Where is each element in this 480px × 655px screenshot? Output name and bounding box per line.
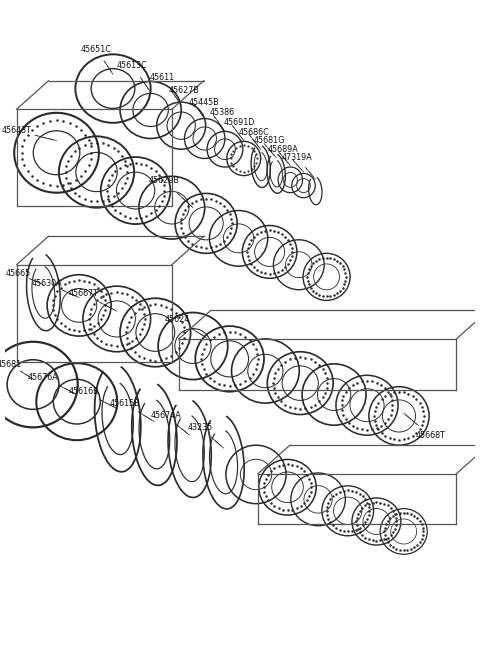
Text: 45668T: 45668T [416, 432, 445, 440]
Text: 45681: 45681 [0, 360, 22, 369]
Text: 45624: 45624 [165, 315, 190, 324]
Text: 45611: 45611 [150, 73, 175, 83]
Text: 47319A: 47319A [282, 153, 313, 162]
Text: 45691D: 45691D [223, 118, 255, 126]
Text: 45643T: 45643T [1, 126, 32, 135]
Text: 45665: 45665 [5, 269, 31, 278]
Text: 45616B: 45616B [69, 387, 99, 396]
Text: 45689A: 45689A [268, 145, 299, 154]
Text: 45630A: 45630A [32, 279, 62, 288]
Text: 45613C: 45613C [117, 60, 147, 69]
Text: 45676A: 45676A [28, 373, 59, 382]
Text: 45627B: 45627B [169, 86, 200, 95]
Text: 45686C: 45686C [239, 128, 269, 137]
Text: 43235: 43235 [187, 423, 213, 432]
Text: 45681G: 45681G [253, 136, 285, 145]
Text: 45651C: 45651C [81, 45, 112, 54]
Text: 45629B: 45629B [148, 176, 179, 185]
Text: 45674A: 45674A [150, 411, 181, 421]
Text: 45386: 45386 [210, 107, 235, 117]
Text: 45615B: 45615B [109, 400, 140, 408]
Text: 45667T: 45667T [69, 290, 99, 299]
Text: 45445B: 45445B [189, 98, 220, 107]
